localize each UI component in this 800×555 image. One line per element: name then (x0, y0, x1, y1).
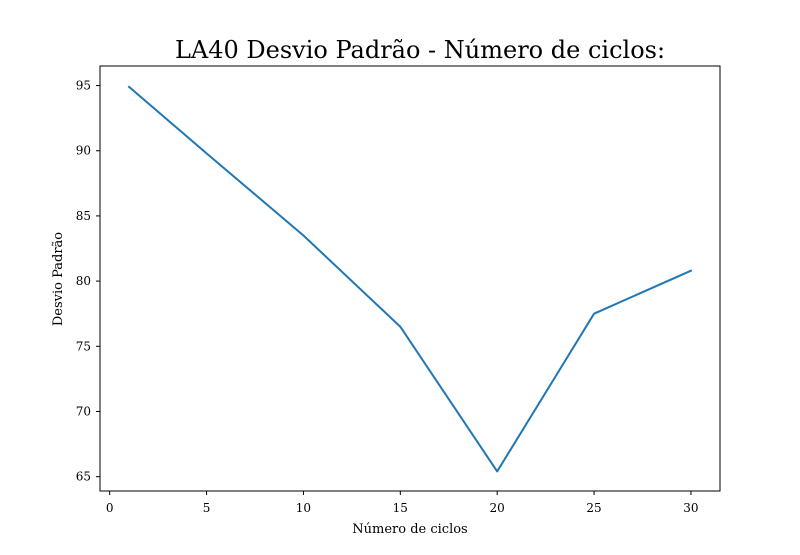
y-tick-label-80: 80 (76, 274, 91, 288)
x-tick-label-5: 5 (203, 501, 211, 515)
series-line-0 (127, 85, 693, 473)
x-tick-label-10: 10 (296, 501, 311, 515)
x-tick-label-0: 0 (106, 501, 114, 515)
y-tick-label-90: 90 (76, 144, 91, 158)
y-tick-label-85: 85 (76, 209, 91, 223)
y-tick-label-95: 95 (76, 79, 91, 93)
x-tick-label-20: 20 (490, 501, 505, 515)
x-tick-label-15: 15 (393, 501, 408, 515)
y-axis-label: Desvio Padrão (51, 232, 66, 326)
plot-area: 0 5 10 15 20 25 30 65 70 75 80 85 90 95 (76, 65, 721, 515)
x-axis-label: Número de ciclos (352, 522, 467, 537)
chart-title: LA40 Desvio Padrão - Número de ciclos: (175, 36, 665, 64)
y-tick-label-70: 70 (76, 404, 91, 418)
x-tick-label-30: 30 (683, 501, 698, 515)
y-tick-label-75: 75 (76, 339, 91, 353)
x-tick-label-25: 25 (586, 501, 601, 515)
y-tick-label-65: 65 (76, 470, 91, 484)
plot-frame (99, 65, 721, 492)
